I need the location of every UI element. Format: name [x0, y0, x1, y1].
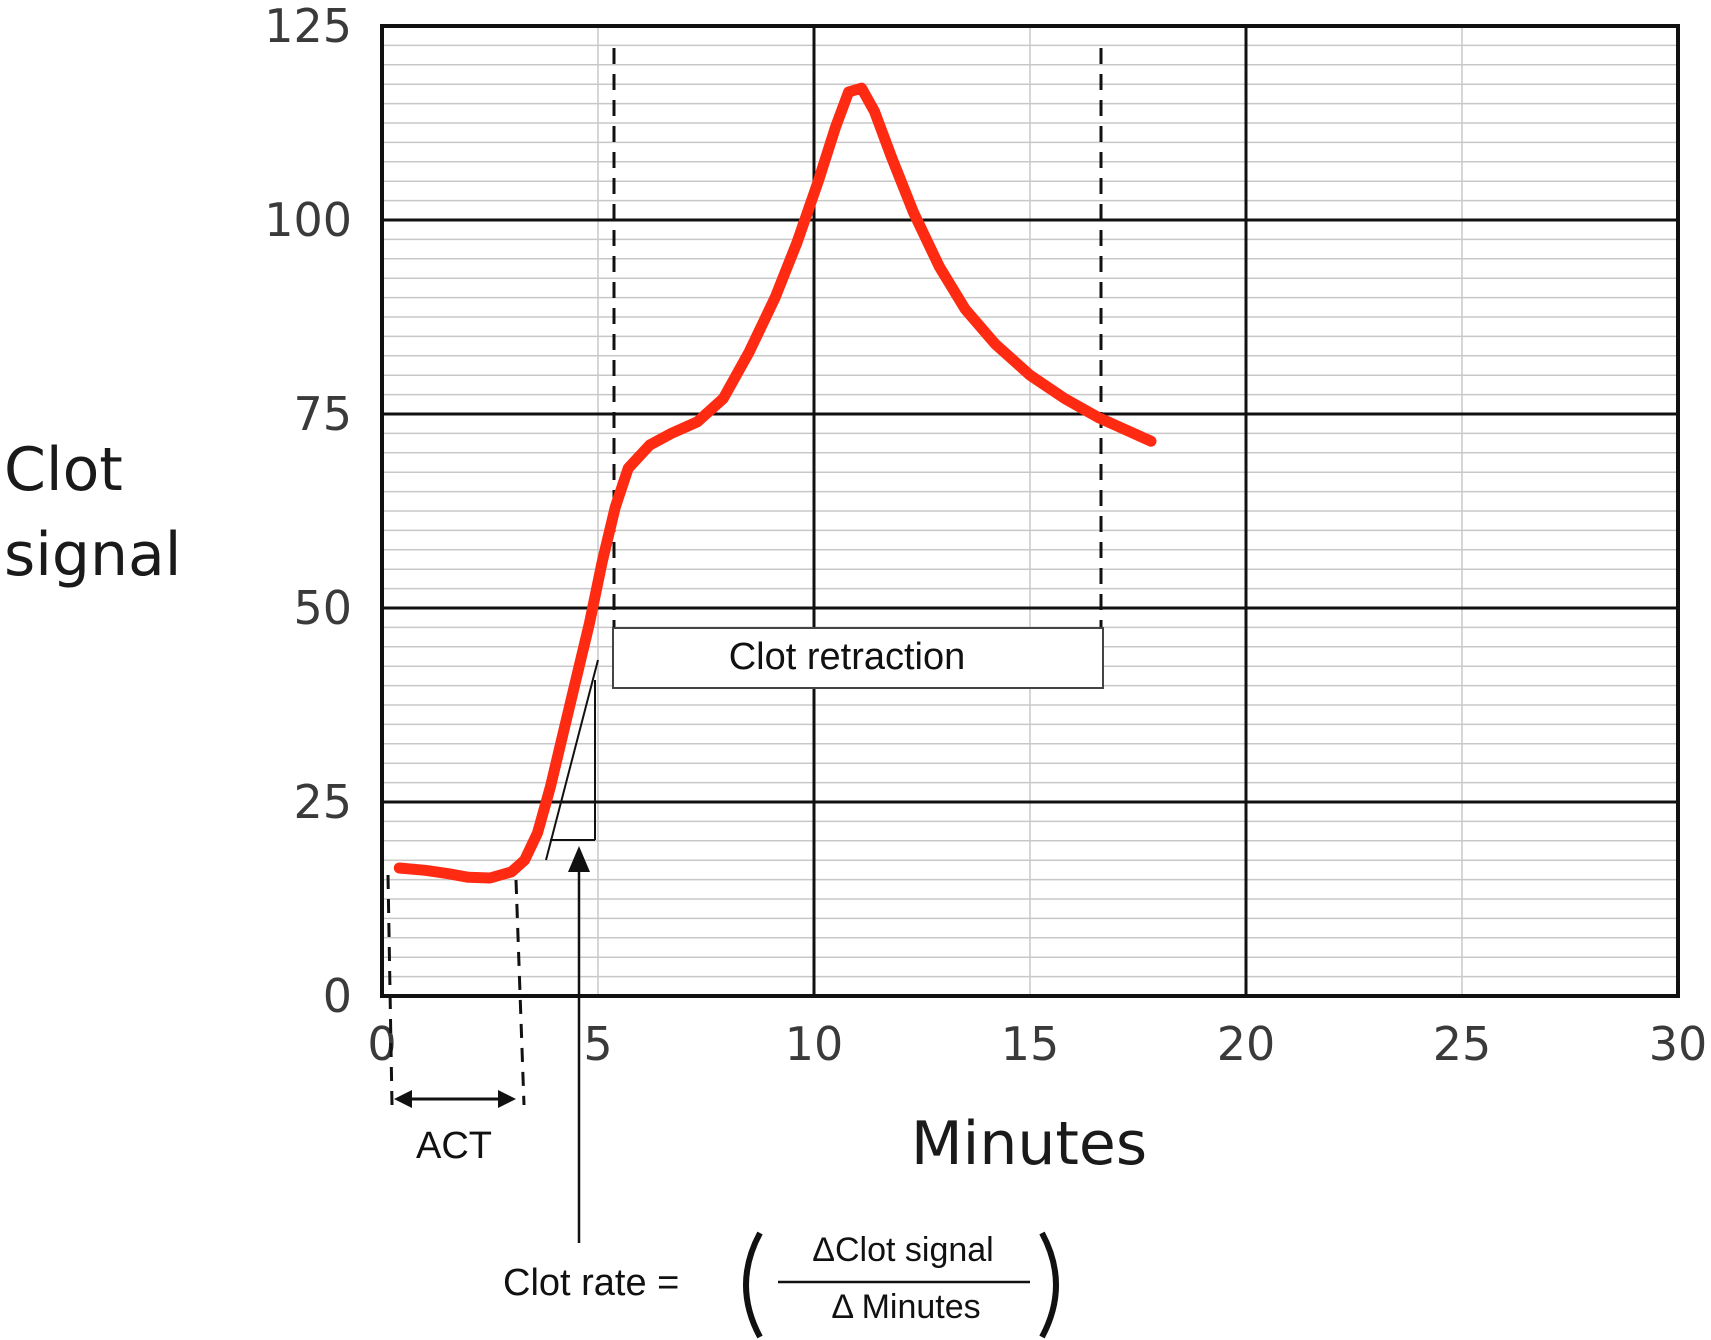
- y-axis-title-line-2: signal: [4, 520, 181, 590]
- clot-rate-label: Clot rate =: [503, 1262, 679, 1304]
- clot-rate-arrow-head: [568, 846, 590, 872]
- annotations: ACT Clot retraction Clot rate = ΔClot si…: [386, 48, 1104, 1339]
- formula-right-paren: [1039, 1231, 1059, 1339]
- minor-gridlines: [382, 26, 1678, 996]
- y-tick-label: 50: [293, 581, 352, 635]
- y-tick-label: 0: [323, 969, 352, 1023]
- x-tick-labels: 0 5 10 15 20 25 30: [367, 1017, 1707, 1071]
- act-label: ACT: [416, 1125, 492, 1167]
- formula-left-paren: [743, 1231, 763, 1339]
- clot-retraction-box: [612, 627, 1104, 689]
- x-tick-label: 20: [1217, 1017, 1276, 1071]
- plot-frame: [380, 24, 1680, 998]
- x-tick-label: 30: [1649, 1017, 1708, 1071]
- x-tick-label: 10: [785, 1017, 844, 1071]
- act-arrow-right-head: [498, 1090, 516, 1108]
- y-tick-label: 25: [293, 775, 352, 829]
- y-axis-title-line-1: Clot: [4, 435, 123, 505]
- x-tick-label: 25: [1433, 1017, 1492, 1071]
- act-right-dash: [514, 879, 526, 1106]
- slope-hypotenuse: [545, 659, 599, 861]
- formula-numerator: ΔClot signal: [812, 1231, 993, 1269]
- x-axis-title: Minutes: [911, 1109, 1147, 1179]
- y-tick-label: 75: [293, 387, 352, 441]
- series-group: [393, 82, 1157, 884]
- formula-denominator: Δ Minutes: [831, 1288, 980, 1326]
- x-tick-label: 5: [583, 1017, 612, 1071]
- y-tick-label: 125: [264, 0, 352, 53]
- y-tick-labels: 125 100 75 50 25 0: [264, 0, 352, 1023]
- act-arrow-left-head: [394, 1090, 412, 1108]
- x-tick-label: 15: [1001, 1017, 1060, 1071]
- clot-retraction-label: Clot retraction: [729, 636, 966, 678]
- series-line: [393, 82, 1157, 884]
- y-tick-label: 100: [264, 193, 352, 247]
